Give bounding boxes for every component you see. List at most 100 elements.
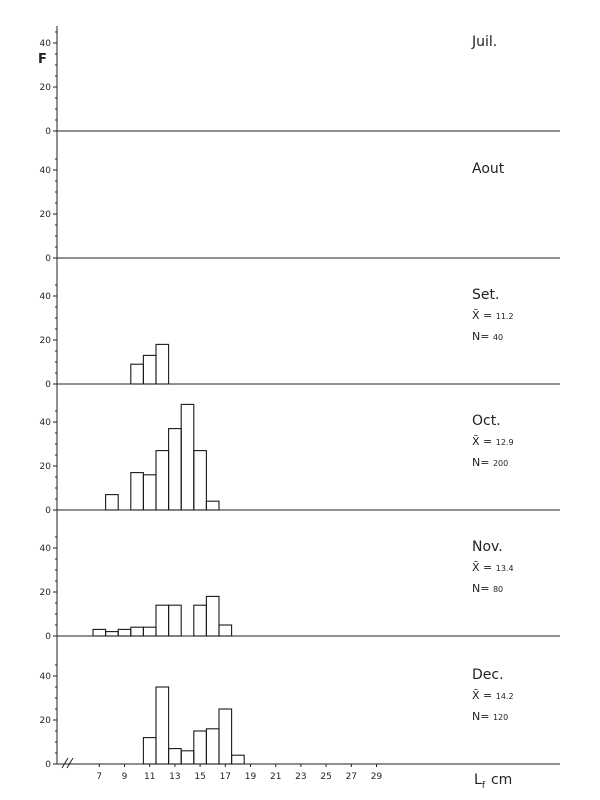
n-value: 120: [493, 713, 508, 722]
x-axis: 7 9 11 13 15 17 19 21 23 25 27 29 Lf cm: [61, 757, 512, 791]
histogram-bar: [180, 403, 195, 511]
mean-label: X̄ =: [472, 689, 496, 702]
y-tick-label: 20: [40, 716, 52, 726]
mean-stat: X̄ = 13.4: [472, 561, 514, 574]
n-label: N=: [472, 582, 493, 595]
axis-break-mark: [61, 757, 69, 769]
histogram-bar: [193, 450, 207, 511]
y-tick-label: 0: [45, 254, 51, 264]
mean-stat: X̄ = 11.2: [472, 309, 514, 322]
x-tick-label: 17: [220, 772, 231, 782]
x-tick-label: 29: [371, 772, 383, 782]
histogram-bar: [155, 343, 170, 385]
x-tick-label: 19: [245, 772, 257, 782]
panel-1: 0 20 40 F Juil.: [38, 31, 560, 137]
mean-label: X̄ =: [472, 435, 496, 448]
n-label: N=: [472, 330, 493, 343]
y-tick-label: 20: [40, 588, 52, 598]
histogram-bar: [180, 750, 195, 765]
histogram-bar: [92, 628, 107, 637]
x-tick-label: 7: [96, 772, 102, 782]
histogram-bar: [130, 472, 144, 511]
month-label: Set.: [472, 287, 499, 303]
x-axis-label-main: L: [474, 772, 482, 788]
histogram-bar: [105, 631, 119, 637]
mean-stat: X̄ = 12.9: [472, 435, 514, 448]
histogram-bar: [168, 428, 182, 511]
histogram-bar: [205, 595, 220, 637]
y-tick-label: 40: [40, 418, 52, 428]
n-value: 40: [493, 333, 503, 342]
histogram-bar: [105, 494, 119, 511]
x-tick-label: 27: [346, 772, 357, 782]
y-tick-label: 20: [40, 83, 52, 93]
n-label: N=: [472, 456, 493, 469]
histogram-bar: [168, 748, 182, 765]
n-label: N=: [472, 710, 493, 723]
histogram-bar: [155, 450, 170, 511]
n-stat: N= 120: [472, 710, 508, 723]
x-axis-label: Lf cm: [474, 772, 512, 791]
histogram-bar: [168, 604, 182, 637]
y-tick-label: 40: [40, 544, 52, 554]
month-label: Aout: [472, 161, 505, 177]
mean-value: 14.2: [496, 692, 514, 701]
x-tick-label: 23: [295, 772, 306, 782]
x-tick-label: 21: [270, 772, 281, 782]
month-label: Nov.: [472, 539, 503, 555]
y-tick-label: 0: [45, 506, 51, 516]
mean-value: 12.9: [496, 438, 514, 447]
histogram-bar: [130, 363, 144, 385]
month-label: Oct.: [472, 413, 501, 429]
mean-value: 11.2: [496, 312, 514, 321]
y-tick-label: 20: [40, 462, 52, 472]
histogram-bar: [130, 626, 144, 637]
histogram-bar: [193, 730, 207, 765]
mean-stat: X̄ = 14.2: [472, 689, 514, 702]
histogram-bar: [155, 686, 170, 765]
histogram-bar: [205, 728, 220, 765]
y-tick-label: 40: [40, 166, 52, 176]
n-value: 200: [493, 459, 508, 468]
month-label: Juil.: [471, 34, 497, 50]
mean-label: X̄ =: [472, 309, 496, 322]
y-axis-label: F: [38, 52, 47, 67]
histogram-bar: [193, 604, 207, 637]
y-tick-label: 0: [45, 127, 51, 137]
x-tick-label: 9: [122, 772, 128, 782]
y-tick-label: 0: [45, 760, 51, 770]
y-tick-label: 40: [40, 39, 52, 49]
n-stat: N= 40: [472, 330, 503, 343]
panel-2: 0 20 40 Aout: [40, 158, 560, 264]
axis-break-mark: [66, 757, 74, 769]
x-tick-label: 25: [320, 772, 331, 782]
y-tick-label: 0: [45, 632, 51, 642]
x-axis-label-unit: cm: [491, 772, 512, 788]
x-tick-label: 11: [144, 772, 155, 782]
histogram-bar: [218, 708, 233, 765]
y-tick-label: 20: [40, 210, 52, 220]
month-label: Dec.: [472, 667, 504, 683]
mean-label: X̄ =: [472, 561, 496, 574]
histogram-bar: [155, 604, 170, 637]
histogram-bar: [142, 474, 157, 511]
x-tick-label: 13: [169, 772, 180, 782]
y-tick-label: 0: [45, 380, 51, 390]
x-tick-label: 15: [194, 772, 205, 782]
y-tick-label: 20: [40, 336, 52, 346]
n-value: 80: [493, 585, 503, 594]
histogram-bar: [117, 628, 132, 637]
y-tick-label: 40: [40, 672, 52, 682]
y-tick-label: 40: [40, 292, 52, 302]
histogram-bar: [218, 624, 233, 637]
mean-value: 13.4: [496, 564, 514, 573]
histogram-bar: [142, 737, 157, 765]
x-axis-label-sub: f: [482, 781, 486, 791]
histogram-bar: [142, 354, 157, 385]
histogram-bar: [142, 626, 157, 637]
